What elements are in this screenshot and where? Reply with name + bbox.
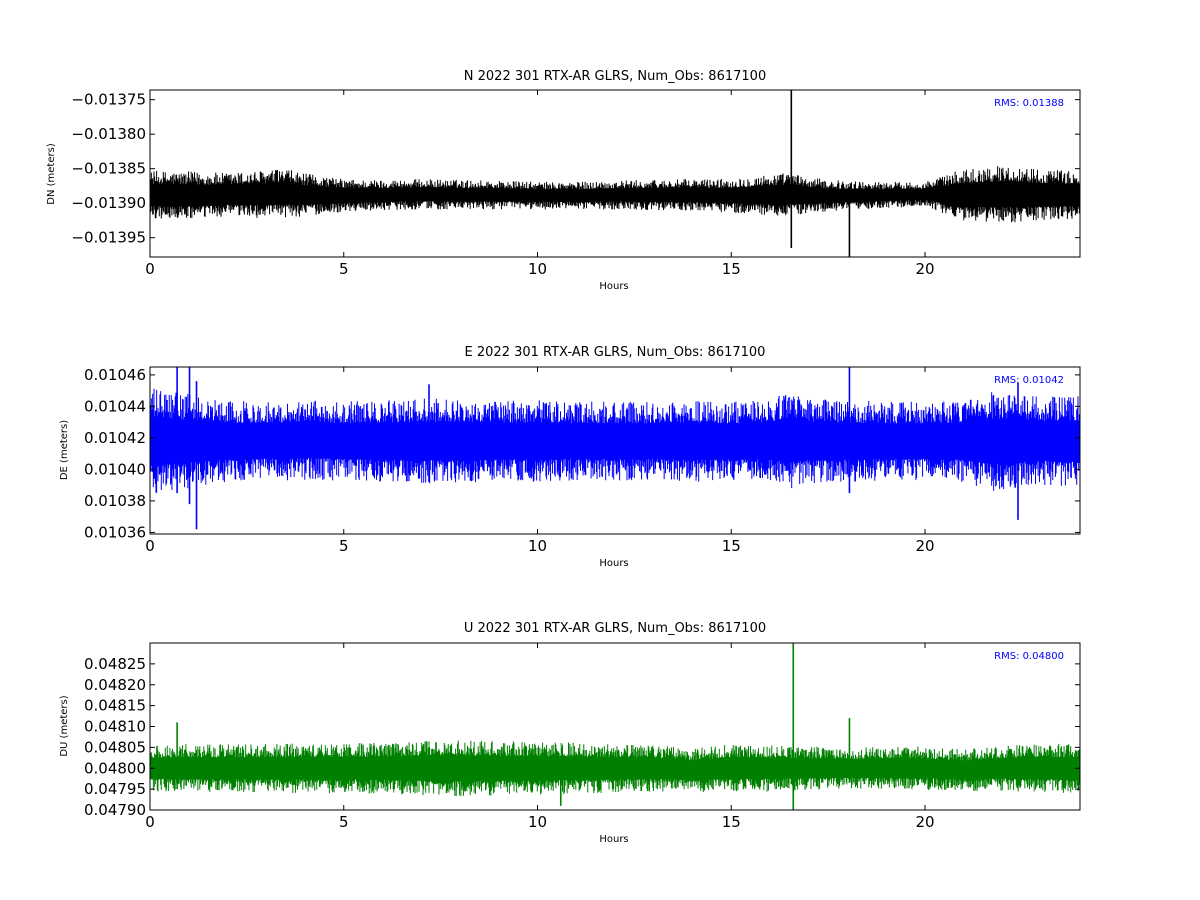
y-axis-label: DE (meters) [59,420,70,480]
rms-annotation: RMS: 0.04800 [994,651,1064,662]
x-tick-label: 0 [145,537,155,555]
panel-north: N 2022 301 RTX-AR GLRS, Num_Obs: 8617100… [46,69,1081,292]
data-series-line [150,740,1080,797]
y-tick-label: 0.04795 [84,780,146,798]
y-axis-label: DN (meters) [46,143,57,205]
rms-annotation: RMS: 0.01042 [994,375,1064,386]
chart-title: N 2022 301 RTX-AR GLRS, Num_Obs: 8617100 [464,69,766,84]
y-tick-label: 0.04820 [84,676,146,694]
y-tick-label: 0.04800 [84,759,146,777]
panel-up: U 2022 301 RTX-AR GLRS, Num_Obs: 8617100… [59,621,1081,845]
y-tick-label: 0.01042 [84,429,146,447]
y-tick-label: −0.01390 [71,194,146,212]
y-tick-label: −0.01380 [71,125,146,143]
chart-title: U 2022 301 RTX-AR GLRS, Num_Obs: 8617100 [464,621,766,636]
y-tick-label: 0.04815 [84,697,146,715]
data-series-line [150,388,1080,493]
x-tick-label: 15 [722,537,741,555]
y-tick-label: 0.04810 [84,718,146,736]
series-group [150,367,1080,530]
y-tick-label: 0.01046 [84,366,146,384]
data-series-line [150,165,1080,223]
x-tick-label: 10 [528,260,547,278]
x-axis-label: Hours [599,281,628,292]
y-axis-label: DU (meters) [59,695,70,756]
y-tick-label: 0.01044 [84,397,146,415]
plot-area: 0 5 10 15 20 0.01036 0.01038 0.01040 0.01042 0.01… [84,366,1081,555]
x-axis-label: Hours [599,558,628,569]
chart-title: E 2022 301 RTX-AR GLRS, Num_Obs: 8617100 [465,345,766,360]
x-tick-label: 15 [722,260,741,278]
x-tick-label: 10 [528,813,547,831]
y-tick-label: 0.04805 [84,738,146,756]
x-tick-label: 0 [145,813,155,831]
y-tick-label: 0.01040 [84,460,146,478]
axes-frame [149,366,1081,535]
x-tick-label: 20 [915,260,934,278]
x-tick-label: 5 [339,260,349,278]
plot-area: 0 5 10 15 20 0.04790 0.04795 0.04800 0.04805 0.04… [84,642,1081,831]
y-tick-label: −0.01385 [71,160,146,178]
y-tick-label: −0.01375 [71,91,146,109]
y-tick-label: −0.01395 [71,229,146,247]
x-tick-label: 5 [339,537,349,555]
x-tick-label: 10 [528,537,547,555]
y-tick-label: 0.04790 [84,801,146,819]
y-tick-label: 0.01038 [84,492,146,510]
y-tick-label: 0.04825 [84,655,146,673]
y-tick-label: 0.01036 [84,523,146,541]
plot-area: 0 5 10 15 20 −0.01395 −0.01390 −0.01385 −0.01380… [71,89,1081,278]
axes-frame [149,89,1081,258]
x-tick-label: 15 [722,813,741,831]
x-tick-label: 5 [339,813,349,831]
x-tick-label: 0 [145,260,155,278]
x-tick-label: 20 [915,537,934,555]
rms-annotation: RMS: 0.01388 [994,98,1064,109]
series-group [150,90,1080,257]
series-group [150,643,1080,810]
panel-east: E 2022 301 RTX-AR GLRS, Num_Obs: 8617100… [59,345,1081,569]
x-tick-label: 20 [915,813,934,831]
x-axis-label: Hours [599,834,628,845]
